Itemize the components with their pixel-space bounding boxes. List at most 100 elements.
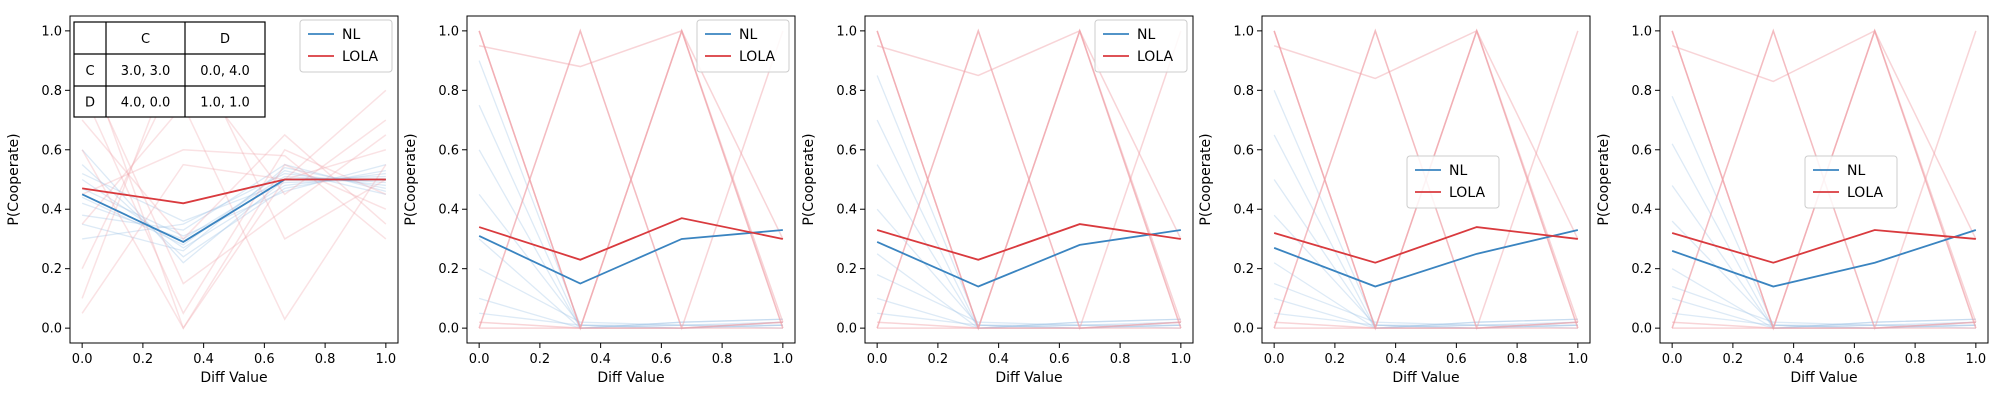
chart-panel-5: 0.0 0.2 0.4 0.6 0.8 1.0 0.0 0.2 0.4 0.6 0.8 1.0 Diff…: [1596, 15, 1989, 386]
legend-box: [696, 19, 790, 73]
chart-panel-3: 0.0 0.2 0.4 0.6 0.8 1.0 0.0 0.2 0.4 0.6 0.8 1.0 Diff…: [801, 15, 1194, 386]
y-tick-label: 0.2: [41, 262, 62, 277]
nl-run-line: [1274, 312, 1578, 329]
x-tick-label: 1.0: [1171, 352, 1192, 367]
y-tick-label: 0.6: [1631, 143, 1652, 158]
x-tick-label: 0.2: [1723, 352, 1744, 367]
nl-run-line: [876, 274, 1181, 326]
legend-label-nl: NL: [1847, 163, 1865, 179]
legend-label-lola: LOLA: [739, 49, 775, 65]
nl-run-line: [1671, 268, 1976, 329]
legend-box: [299, 19, 393, 73]
x-tick-label: 0.2: [133, 352, 154, 367]
y-tick-label: 0.0: [41, 322, 62, 337]
axes-frame: [1659, 15, 1989, 344]
legend: NL LOLA: [299, 19, 393, 73]
nl-run-line: [877, 312, 1181, 329]
nl-run-line: [81, 164, 387, 237]
y-tick-label: 0.2: [1631, 262, 1652, 277]
lola-run-line: [876, 28, 1182, 331]
lola-run-line: [81, 103, 387, 321]
x-tick-label: 1.0: [773, 352, 794, 367]
nl-run-line: [876, 75, 1181, 329]
x-tick-label: 0.0: [469, 352, 490, 367]
lola-run-line: [81, 59, 387, 270]
nl-run-line: [478, 238, 783, 329]
lola-run-line: [1273, 30, 1578, 329]
lola-run-line: [876, 28, 1182, 331]
legend-label-nl: NL: [739, 27, 757, 43]
x-axis-title: Diff Value: [995, 370, 1062, 386]
x-tick-label: 0.6: [1446, 352, 1467, 367]
legend-label-nl: NL: [1137, 27, 1155, 43]
table-cell: 0.0, 4.0: [200, 64, 250, 79]
x-tick-label: 1.0: [1568, 352, 1589, 367]
x-tick-label: 0.8: [1905, 352, 1926, 367]
y-tick-label: 0.2: [438, 262, 459, 277]
axes-frame: [69, 15, 399, 344]
series-line-lola: [478, 217, 784, 261]
nl-run-line: [82, 163, 387, 231]
x-tick-label: 1.0: [376, 352, 397, 367]
nl-run-line: [876, 164, 1181, 329]
x-tick-label: 0.8: [1507, 352, 1528, 367]
series-line-lola: [876, 223, 1181, 261]
x-tick-label: 0.6: [254, 352, 275, 367]
x-axis-title: Diff Value: [200, 370, 267, 386]
lola-run-line: [1671, 30, 1976, 329]
series-line-lola: [82, 178, 386, 205]
table-cell: 1.0, 1.0: [200, 96, 250, 111]
lola-run-line: [478, 28, 783, 329]
lola-run-line: [81, 60, 387, 285]
nl-run-line: [81, 172, 386, 222]
legend-label-lola: LOLA: [342, 49, 378, 65]
y-tick-label: 1.0: [438, 24, 459, 39]
legend: NL LOLA: [1406, 155, 1500, 209]
y-tick-label: 1.0: [1631, 24, 1652, 39]
series-line-lola: [1273, 226, 1578, 264]
y-tick-label: 0.4: [438, 203, 459, 218]
axes-frame: [1261, 15, 1591, 344]
y-tick-label: 0.8: [438, 84, 459, 99]
y-tick-label: 0.0: [438, 322, 459, 337]
x-tick-label: 0.4: [193, 352, 214, 367]
table-row-header: D: [85, 96, 95, 111]
legend-label-lola: LOLA: [1137, 49, 1173, 65]
y-axis-title: P(Cooperate): [1198, 133, 1214, 225]
y-tick-label: 0.4: [1233, 203, 1254, 218]
nl-run-line: [1672, 312, 1976, 329]
x-tick-label: 0.0: [1264, 352, 1285, 367]
nl-run-line: [876, 253, 1181, 329]
legend-box: [1804, 155, 1898, 209]
nl-run-line: [479, 312, 783, 329]
chart-panel-2: 0.0 0.2 0.4 0.6 0.8 1.0 0.0 0.2 0.4 0.6 0.8 1.0 Diff…: [403, 15, 796, 386]
y-tick-label: 0.6: [438, 143, 459, 158]
nl-run-line: [1273, 214, 1578, 329]
nl-run-line: [1671, 96, 1976, 329]
x-tick-label: 0.4: [1385, 352, 1406, 367]
y-tick-label: 0.8: [836, 84, 857, 99]
x-axis-title: Diff Value: [597, 370, 664, 386]
legend-label-nl: NL: [342, 27, 360, 43]
lola-run-line: [877, 28, 1182, 329]
nl-run-line: [1671, 297, 1976, 329]
y-axis-title: P(Cooperate): [801, 133, 817, 225]
lola-run-line: [478, 29, 784, 240]
nl-run-line: [81, 149, 386, 264]
lola-run-line: [877, 321, 1181, 329]
axes-frame: [864, 15, 1194, 344]
x-tick-label: 0.8: [712, 352, 733, 367]
y-axis-title: P(Cooperate): [6, 133, 22, 225]
table-col-header: C: [141, 32, 150, 47]
nl-run-line: [1671, 220, 1976, 329]
plot-area: [876, 28, 1182, 331]
x-tick-label: 0.8: [315, 352, 336, 367]
series-line-nl: [478, 229, 783, 285]
x-tick-label: 0.8: [1110, 352, 1131, 367]
legend-label-lola: LOLA: [1847, 185, 1883, 201]
lola-run-line: [81, 45, 387, 330]
nl-run-line: [81, 166, 386, 252]
legend-box: [1406, 155, 1500, 209]
lola-run-line: [478, 28, 784, 331]
x-tick-label: 0.2: [1325, 352, 1346, 367]
